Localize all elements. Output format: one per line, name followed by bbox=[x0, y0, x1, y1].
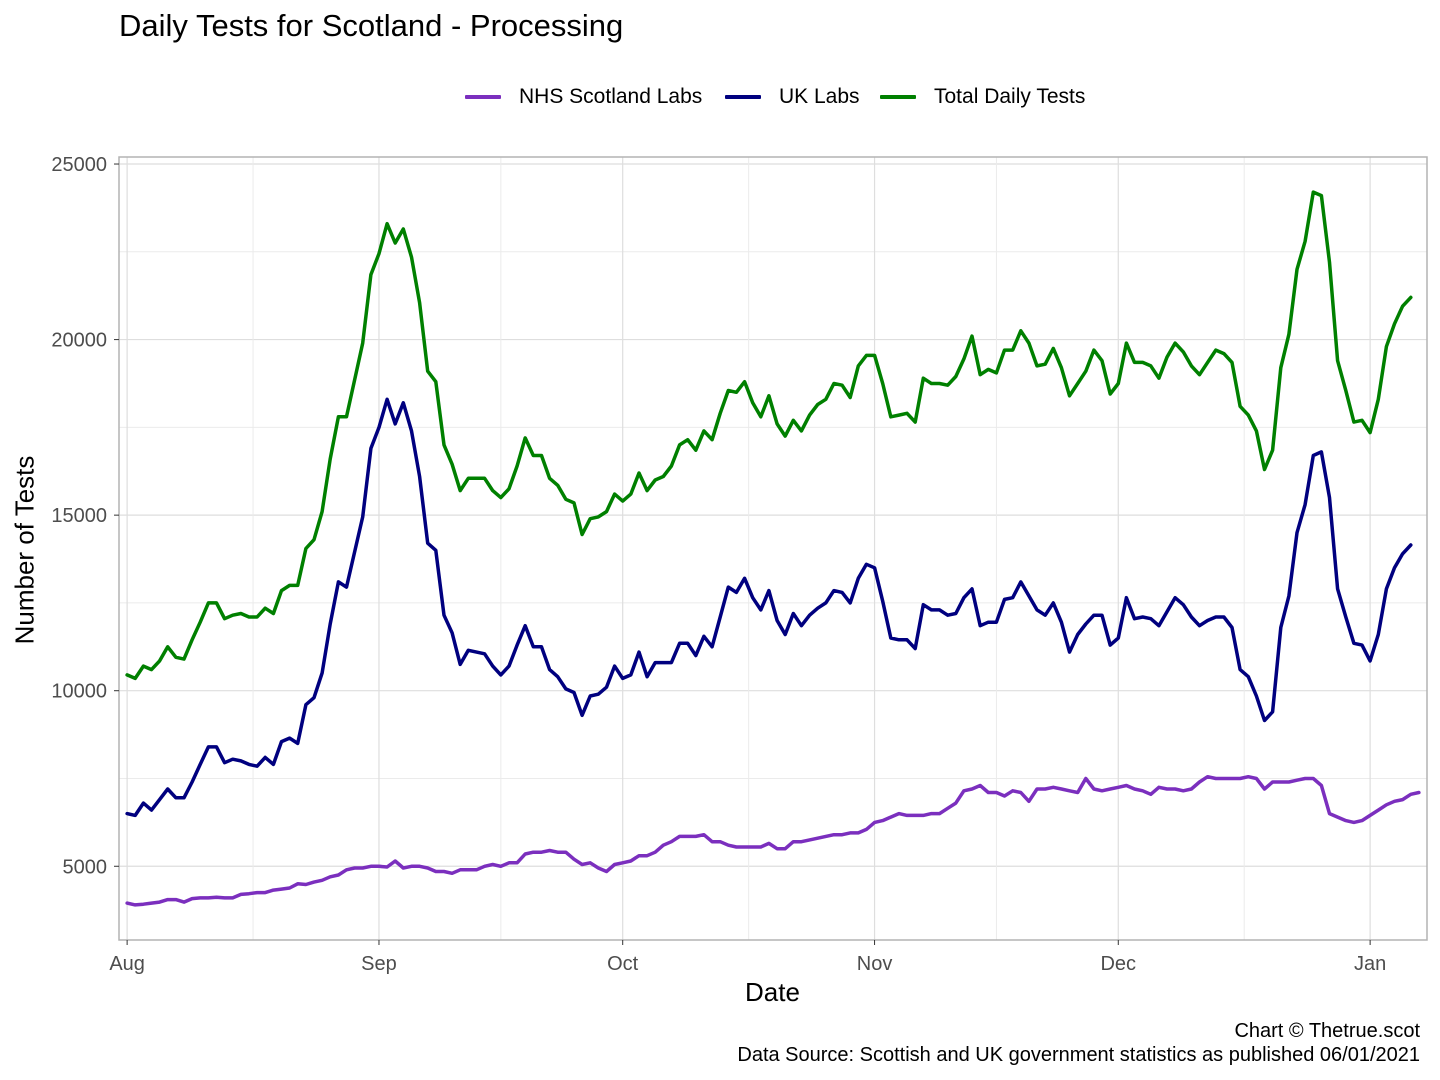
legend-item-total-daily-tests: Total Daily Tests bbox=[880, 80, 1085, 114]
y-axis-title: Number of Tests bbox=[9, 455, 40, 645]
series-line-nhs-scotland-labs bbox=[125, 774, 1421, 907]
chart-legend: NHS Scotland Labs UK Labs Total Daily Te… bbox=[0, 80, 1440, 114]
caption-data-source: Data Source: Scottish and UK government … bbox=[737, 1044, 1420, 1066]
grid-lines bbox=[119, 157, 1427, 940]
panel-border bbox=[118, 156, 1428, 941]
legend-label-uk: UK Labs bbox=[779, 85, 860, 108]
x-tick-label: Nov bbox=[857, 953, 893, 975]
x-tick-label: Dec bbox=[1100, 953, 1136, 975]
caption-copyright: Chart © Thetrue.scot bbox=[1234, 1020, 1420, 1042]
y-tick-label: 10000 bbox=[51, 681, 107, 703]
series-line-total-daily-tests bbox=[125, 190, 1413, 681]
legend-swatch-total bbox=[880, 95, 916, 99]
x-axis: Aug Sep Oct Nov Dec Jan bbox=[109, 940, 1386, 975]
y-tick-label: 15000 bbox=[51, 505, 107, 527]
x-axis-title: Date bbox=[745, 977, 800, 1007]
x-tick-label: Oct bbox=[607, 953, 639, 975]
legend-item-uk-labs: UK Labs bbox=[725, 80, 860, 114]
legend-label-total: Total Daily Tests bbox=[934, 85, 1086, 108]
x-tick-label: Sep bbox=[361, 953, 397, 975]
legend-label-nhs: NHS Scotland Labs bbox=[519, 85, 703, 108]
y-tick-label: 20000 bbox=[51, 330, 107, 352]
y-tick-label: 5000 bbox=[63, 856, 108, 878]
y-axis: 5000 10000 15000 20000 25000 bbox=[51, 154, 119, 878]
y-tick-label: 25000 bbox=[51, 154, 107, 176]
x-tick-label: Aug bbox=[109, 953, 145, 975]
series-line-uk-labs bbox=[125, 397, 1413, 818]
series-lines bbox=[125, 190, 1421, 907]
legend-item-nhs-scotland-labs: NHS Scotland Labs bbox=[465, 80, 702, 114]
legend-swatch-nhs bbox=[465, 95, 501, 99]
chart-title: Daily Tests for Scotland - Processing bbox=[119, 8, 624, 43]
x-tick-label: Jan bbox=[1354, 953, 1386, 975]
legend-swatch-uk bbox=[725, 95, 761, 99]
